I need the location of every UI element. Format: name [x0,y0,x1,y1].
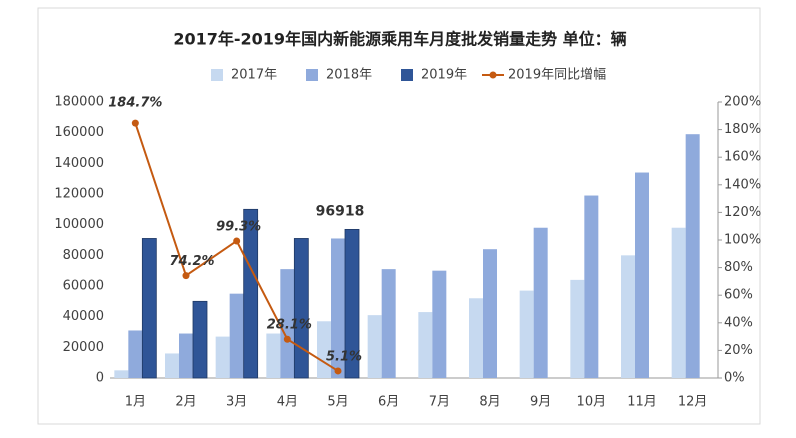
bar [584,195,599,378]
legend-label: 2019年同比增幅 [508,68,606,83]
bar [635,172,649,378]
y2-tick-label: 60% [724,288,753,303]
bar [621,255,635,378]
y2-tick-label: 140% [724,177,761,192]
bar [128,330,143,378]
y2-tick-label: 20% [724,343,753,358]
bar [483,249,497,378]
x-tick-label: 5月 [327,395,348,410]
x-tick-label: 12月 [678,395,708,410]
line-point [283,335,291,343]
bar [432,270,447,378]
bar [266,333,281,378]
x-tick-label: 6月 [378,395,399,410]
y-tick-label: 140000 [54,156,104,171]
bar [469,298,483,378]
x-tick-label: 2月 [175,395,196,410]
bar [192,300,208,379]
bar [381,269,396,378]
y-tick-label: 80000 [63,248,104,263]
bar [331,238,345,378]
bar [114,370,129,378]
bar [533,227,548,378]
line-point [182,272,190,280]
data-label: 184.7% [108,96,162,111]
data-label: 28.1% [267,318,312,333]
bar [165,353,179,378]
bar [671,227,686,378]
y-tick-label: 60000 [63,279,104,294]
x-tick-label: 9月 [530,395,551,410]
y-tick-label: 120000 [54,187,104,202]
legend-label: 2019年 [421,68,467,83]
y-tick-label: 0 [96,371,104,386]
chart-title: 2017年-2019年国内新能源乘用车月度批发销量走势 单位：辆 [173,30,626,49]
bar [215,336,230,378]
bar [141,238,157,379]
x-tick-label: 11月 [627,395,657,410]
y2-tick-label: 100% [724,233,761,248]
legend-label: 2017年 [231,68,277,83]
line-point [131,119,139,127]
line-point [334,367,342,375]
legend-swatch [211,69,223,81]
bar [243,208,259,379]
bar [367,315,382,378]
bar [570,279,585,378]
y2-tick-label: 120% [724,205,761,220]
data-label: 74.2% [169,254,214,269]
y-tick-label: 40000 [63,309,104,324]
y2-tick-label: 0% [724,371,745,386]
bar [418,312,433,378]
x-tick-label: 4月 [277,395,298,410]
data-label: 99.3% [216,219,261,234]
y-tick-label: 100000 [54,217,104,232]
x-tick-label: 3月 [226,395,247,410]
bar [179,333,193,378]
line-point [233,237,241,245]
bar [519,290,534,378]
bar [280,269,295,378]
bar [685,134,700,378]
y-tick-label: 20000 [63,340,104,355]
x-tick-label: 8月 [479,395,500,410]
bar [344,228,360,379]
y2-tick-label: 160% [724,150,761,165]
y-tick-label: 180000 [54,95,104,110]
x-tick-label: 7月 [429,395,450,410]
y2-tick-label: 200% [724,95,761,110]
x-tick-label: 10月 [577,395,607,410]
legend-marker [489,71,497,79]
x-tick-label: 1月 [125,395,146,410]
data-label: 96918 [316,203,365,219]
y-tick-label: 160000 [54,125,104,140]
bar [293,238,309,379]
y2-tick-label: 80% [724,260,753,275]
legend-swatch [401,69,413,81]
data-label: 5.1% [326,349,362,364]
y2-tick-label: 40% [724,315,753,330]
y2-tick-label: 180% [724,122,761,137]
bar [229,293,244,378]
legend-swatch [306,69,318,81]
legend-label: 2018年 [326,68,372,83]
